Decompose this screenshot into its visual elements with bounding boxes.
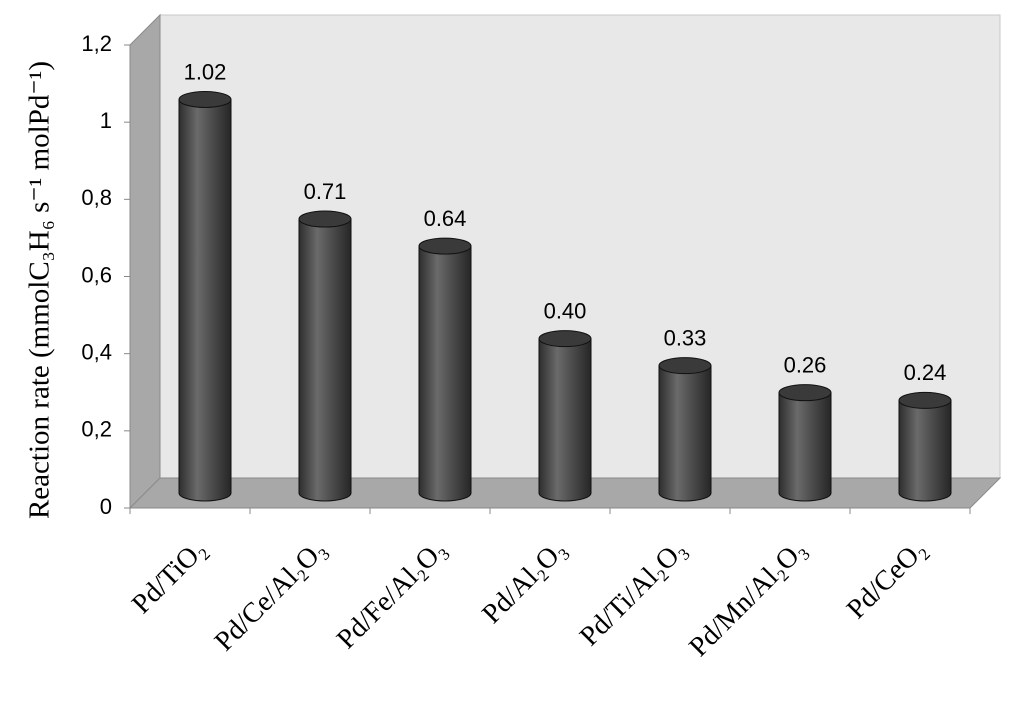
x-tick-label: Pd/Mn/Al₂O₃ — [683, 534, 812, 663]
x-tick-label: Pd/Al₂O₃ — [476, 534, 572, 630]
value-label: 0.26 — [784, 352, 827, 377]
x-tick-label: Pd/CeO₂ — [841, 534, 933, 626]
value-label: 0.24 — [904, 360, 947, 385]
y-tick-label: 0,4 — [81, 339, 112, 364]
bar-top — [418, 237, 472, 255]
bar — [898, 399, 952, 502]
y-tick-label: 0,8 — [81, 185, 112, 210]
bar-top — [538, 330, 592, 348]
x-tick-label: Pd/Ti/Al₂O₃ — [574, 534, 693, 653]
bar-top — [898, 391, 952, 409]
value-label: 0.64 — [424, 206, 467, 231]
bar — [658, 365, 712, 502]
bar — [778, 392, 832, 502]
bar-top — [178, 90, 232, 108]
bar-top — [778, 384, 832, 402]
bar — [418, 245, 472, 502]
value-label: 1.02 — [184, 59, 227, 84]
y-tick-label: 1 — [100, 108, 112, 133]
bar-top — [298, 210, 352, 228]
bar — [178, 98, 232, 502]
value-label: 0.33 — [664, 325, 707, 350]
y-tick-label: 0 — [100, 494, 112, 519]
y-axis-title: Reaction rate (mmolC₃H₆ s⁻¹ molPd⁻¹) — [24, 61, 56, 519]
bar-top — [658, 357, 712, 375]
y-tick-label: 1,2 — [81, 31, 112, 56]
side-wall — [129, 13, 161, 510]
value-label: 0.71 — [304, 179, 347, 204]
bar — [298, 218, 352, 502]
x-tick-label: Pd/TiO₂ — [126, 534, 212, 620]
y-tick-label: 0,2 — [81, 417, 112, 442]
y-tick-label: 0,6 — [81, 262, 112, 287]
x-tick-label: Pd/Ce/Al₂O₃ — [209, 534, 333, 658]
bar — [538, 338, 592, 502]
value-label: 0.40 — [544, 298, 587, 323]
x-tick-label: Pd/Fe/Al₂O₃ — [331, 534, 453, 656]
